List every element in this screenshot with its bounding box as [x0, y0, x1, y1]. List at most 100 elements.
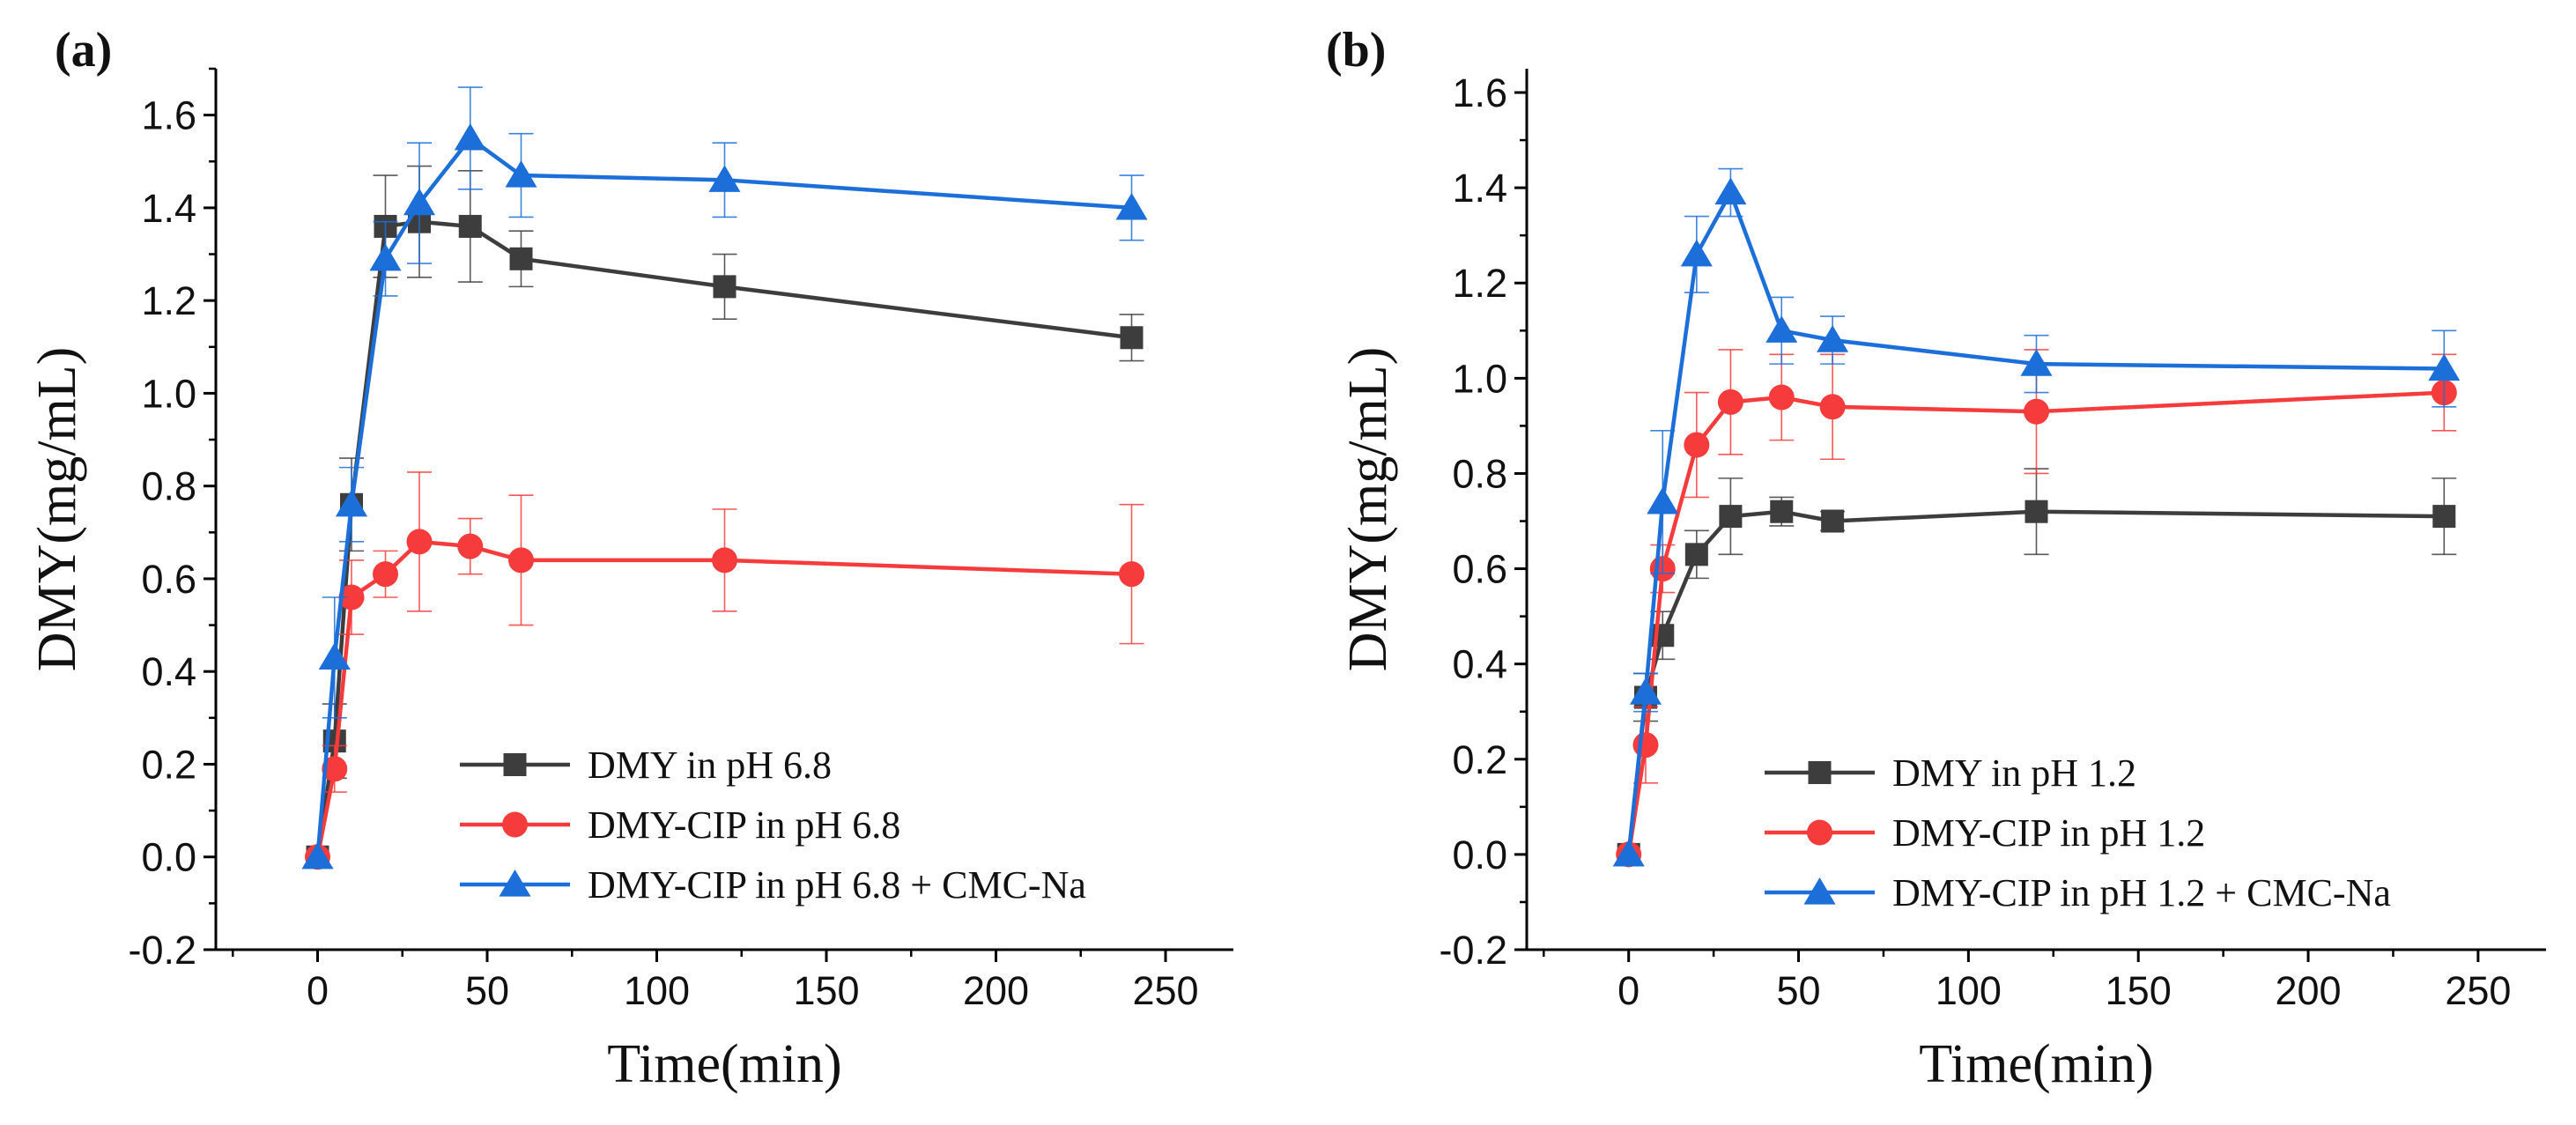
x-tick-label: 200 [963, 968, 1029, 1013]
data-point [1768, 384, 1795, 411]
x-tick-label: 100 [1936, 968, 2002, 1013]
y-tick-label: 1.6 [141, 93, 196, 138]
series-line [1626, 509, 2445, 855]
legend-label: DMY-CIP in pH 6.8 [588, 803, 900, 847]
x-tick-label: 250 [1132, 968, 1198, 1013]
y-tick-label: 0.4 [141, 649, 196, 694]
data-point [335, 489, 368, 517]
y-tick-label: 1.2 [1452, 261, 1507, 306]
panel-label: (a) [55, 23, 112, 78]
y-tick-label: 0.8 [1452, 451, 1507, 496]
y-tick-label: 1.0 [141, 371, 196, 416]
data-point [457, 533, 484, 559]
y-tick-label: 0.0 [1452, 833, 1507, 877]
x-tick-label: 200 [2275, 968, 2341, 1013]
data-point [406, 529, 433, 555]
y-tick-label: 0.4 [1452, 642, 1507, 687]
legend: DMY in pH 1.2 DMY-CIP in pH 1.2 DMY-CIP in… [1765, 751, 2391, 914]
data-point [2020, 349, 2053, 376]
data-point [708, 165, 741, 192]
data-point [1821, 509, 1845, 533]
x-axis-title: Time(min) [607, 1034, 841, 1094]
x-axis-title: Time(min) [1919, 1034, 2153, 1094]
data-point [1612, 839, 1645, 867]
y-axis-title: DMY(mg/mL) [27, 347, 87, 672]
data-point [509, 247, 533, 270]
chart-panel-a: (a) 0 50 100 150 200 250 -0.2 0.0 0.2 0.4 0.6 0.8 1.0… [27, 23, 1233, 1094]
y-tick-label: 0.8 [141, 464, 196, 509]
y-tick-label: 0.6 [1452, 547, 1507, 592]
data-point [2024, 398, 2049, 425]
data-point [1120, 326, 1144, 350]
data-point [1115, 192, 1148, 220]
data-point [2428, 353, 2461, 381]
data-point [301, 841, 334, 870]
y-tick-label: -0.2 [128, 928, 196, 973]
data-point [508, 547, 534, 574]
data-point [1765, 315, 1798, 343]
legend-marker [1807, 819, 1832, 846]
y-tick-label: -0.2 [1439, 928, 1507, 973]
y-tick-label: 0.0 [141, 835, 196, 880]
x-tick-label: 250 [2445, 968, 2511, 1013]
y-tick-label: 1.4 [1452, 166, 1507, 211]
x-tick-label: 0 [1617, 968, 1640, 1013]
data-point [1684, 543, 1708, 566]
data-point [1819, 394, 1846, 420]
data-point [1119, 561, 1144, 588]
legend-label: DMY in pH 1.2 [1892, 751, 2136, 795]
panel-label: (b) [1326, 23, 1386, 78]
y-tick-label: 0.6 [141, 557, 196, 602]
data-point [1647, 486, 1679, 514]
x-tick-label: 100 [624, 968, 690, 1013]
legend-marker [503, 753, 527, 776]
data-point [318, 642, 351, 670]
data-point [2025, 500, 2048, 523]
legend: DMY in pH 6.8 DMY-CIP in pH 6.8 DMY-CIP in… [460, 744, 1086, 907]
series-2 [305, 471, 1144, 870]
legend-marker [1803, 877, 1836, 905]
x-tick-label: 50 [465, 968, 509, 1013]
data-point [322, 756, 348, 782]
y-axis-title: DMY(mg/mL) [1338, 347, 1398, 672]
legend-marker [499, 870, 531, 897]
data-point [712, 547, 737, 574]
series-3 [1612, 167, 2461, 867]
y-tick-label: 1.0 [1452, 356, 1507, 401]
series-3 [301, 86, 1148, 870]
data-point [454, 122, 486, 151]
data-point [403, 188, 436, 216]
y-tick-label: 1.2 [141, 278, 196, 323]
x-tick-label: 0 [307, 968, 329, 1013]
legend-label: DMY-CIP in pH 1.2 + CMC-Na [1892, 871, 2391, 914]
data-point [1770, 500, 1794, 523]
x-tick-label: 50 [1777, 968, 1821, 1013]
legend-marker [1808, 761, 1832, 784]
data-point [1680, 239, 1713, 267]
chart-panel-b: (b) 0 50 100 150 200 250 -0.2 0.0 0.2 0.4 0.6 0.8 1.0… [1326, 23, 2546, 1094]
y-tick-label: 0.2 [1452, 737, 1507, 782]
data-point [2432, 505, 2456, 529]
data-point [338, 584, 365, 611]
legend-label: DMY in pH 6.8 [588, 744, 832, 787]
data-point [369, 243, 402, 271]
data-point [373, 561, 398, 588]
data-point [1632, 732, 1659, 759]
data-point [1719, 505, 1743, 529]
data-point [505, 160, 537, 188]
x-tick-label: 150 [793, 968, 859, 1013]
data-point [1714, 177, 1747, 205]
x-tick-label: 150 [2106, 968, 2172, 1013]
data-point [713, 275, 737, 299]
legend-marker [502, 811, 528, 838]
legend-label: DMY-CIP in pH 6.8 + CMC-Na [588, 863, 1086, 907]
data-point [1684, 432, 1710, 458]
series-1 [1617, 468, 2457, 866]
y-tick-label: 0.2 [141, 742, 196, 787]
data-point [1817, 325, 1849, 352]
y-tick-label: 1.4 [141, 186, 196, 231]
data-point [1717, 389, 1743, 415]
data-point [458, 214, 482, 238]
y-tick-label: 1.6 [1452, 70, 1507, 115]
